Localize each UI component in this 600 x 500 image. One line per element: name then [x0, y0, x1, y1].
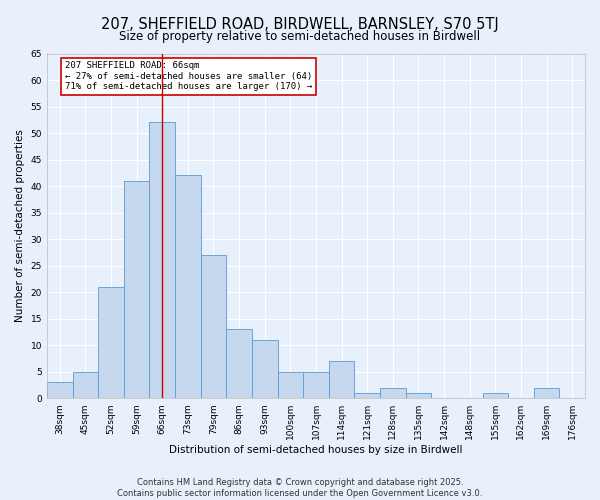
Text: Size of property relative to semi-detached houses in Birdwell: Size of property relative to semi-detach… — [119, 30, 481, 43]
Y-axis label: Number of semi-detached properties: Number of semi-detached properties — [15, 130, 25, 322]
Text: 207, SHEFFIELD ROAD, BIRDWELL, BARNSLEY, S70 5TJ: 207, SHEFFIELD ROAD, BIRDWELL, BARNSLEY,… — [101, 18, 499, 32]
Bar — [175, 176, 200, 398]
Bar — [380, 388, 406, 398]
Bar — [355, 393, 380, 398]
Bar — [124, 181, 149, 398]
Bar — [47, 382, 73, 398]
Bar — [200, 255, 226, 398]
Bar — [73, 372, 98, 398]
X-axis label: Distribution of semi-detached houses by size in Birdwell: Distribution of semi-detached houses by … — [169, 445, 463, 455]
Bar — [329, 361, 355, 398]
Text: 207 SHEFFIELD ROAD: 66sqm
← 27% of semi-detached houses are smaller (64)
71% of : 207 SHEFFIELD ROAD: 66sqm ← 27% of semi-… — [65, 62, 312, 92]
Bar — [278, 372, 303, 398]
Bar — [303, 372, 329, 398]
Bar — [98, 287, 124, 398]
Bar — [534, 388, 559, 398]
Bar — [252, 340, 278, 398]
Bar — [406, 393, 431, 398]
Bar — [226, 330, 252, 398]
Bar — [482, 393, 508, 398]
Text: Contains HM Land Registry data © Crown copyright and database right 2025.
Contai: Contains HM Land Registry data © Crown c… — [118, 478, 482, 498]
Bar — [149, 122, 175, 398]
